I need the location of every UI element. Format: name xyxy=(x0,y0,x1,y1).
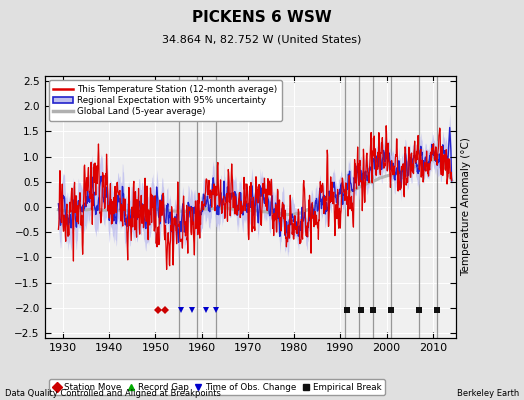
Y-axis label: Temperature Anomaly (°C): Temperature Anomaly (°C) xyxy=(462,138,472,276)
Text: Data Quality Controlled and Aligned at Breakpoints: Data Quality Controlled and Aligned at B… xyxy=(5,389,221,398)
Text: PICKENS 6 WSW: PICKENS 6 WSW xyxy=(192,10,332,25)
Legend: Station Move, Record Gap, Time of Obs. Change, Empirical Break: Station Move, Record Gap, Time of Obs. C… xyxy=(49,379,385,395)
Text: Berkeley Earth: Berkeley Earth xyxy=(456,389,519,398)
Text: 34.864 N, 82.752 W (United States): 34.864 N, 82.752 W (United States) xyxy=(162,34,362,44)
